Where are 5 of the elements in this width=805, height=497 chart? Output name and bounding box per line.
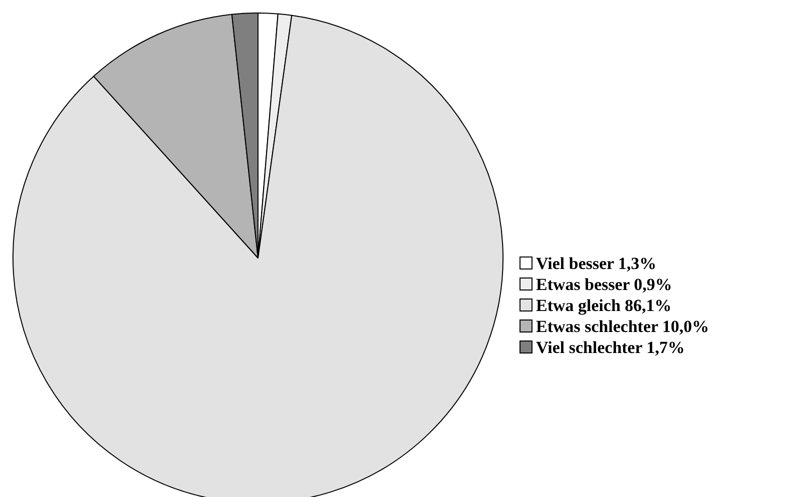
legend-label: Viel schlechter 1,7%: [536, 338, 685, 357]
legend-label: Etwas schlechter 10,0%: [536, 317, 709, 336]
legend-label: Etwas besser 0,9%: [536, 275, 672, 294]
legend-label: Viel besser 1,3%: [536, 254, 656, 273]
legend-label: Etwa gleich 86,1%: [536, 296, 672, 315]
